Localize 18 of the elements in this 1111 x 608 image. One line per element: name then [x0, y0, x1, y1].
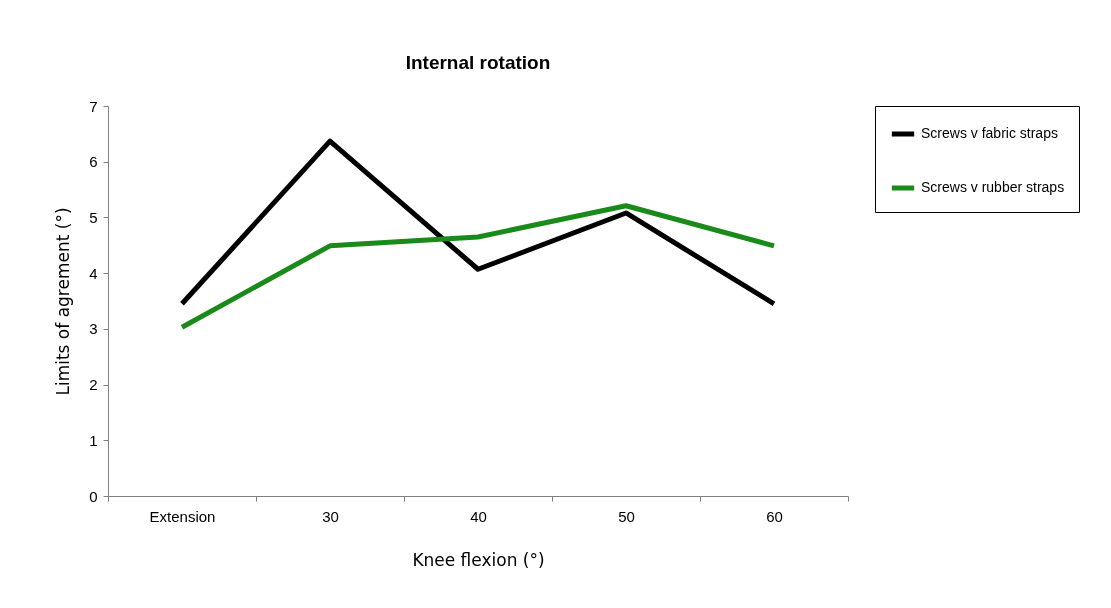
y-tick-label: 2 — [89, 376, 98, 394]
x-tick-label: 40 — [470, 507, 487, 525]
y-tick-label: 4 — [89, 264, 98, 282]
x-tick-label: 60 — [766, 507, 783, 525]
x-tick-label: 50 — [618, 507, 635, 525]
legend-label: Screws v rubber straps — [921, 179, 1065, 195]
y-axis-title: Limits of agrement (°) — [53, 207, 74, 396]
x-tick-label: Extension — [149, 507, 216, 525]
y-tick-label: 7 — [89, 97, 98, 115]
chart-title: Internal rotation — [405, 52, 551, 73]
x-tick-label: 30 — [322, 507, 339, 525]
y-tick-label: 0 — [89, 487, 98, 505]
y-tick-label: 6 — [89, 153, 98, 171]
x-axis-title: Knee flexion (°) — [412, 549, 545, 570]
y-tick-label: 5 — [89, 208, 98, 226]
y-tick-label: 1 — [89, 431, 98, 449]
y-tick-label: 3 — [89, 320, 98, 338]
legend-label: Screws v fabric straps — [921, 125, 1058, 141]
